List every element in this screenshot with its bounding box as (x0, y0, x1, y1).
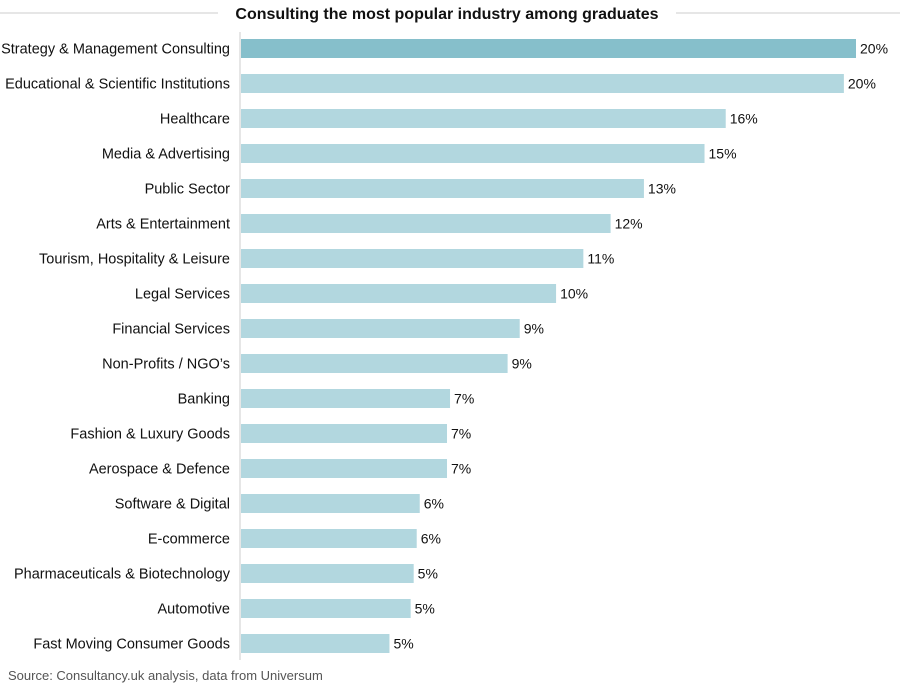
value-label: 20% (848, 76, 876, 92)
bar (241, 74, 844, 93)
value-label: 7% (454, 391, 474, 407)
bar (241, 179, 644, 198)
category-label: Aerospace & Defence (89, 462, 230, 478)
category-label: Public Sector (145, 182, 231, 198)
bar (241, 424, 448, 443)
category-label: Media & Advertising (102, 147, 230, 163)
value-label: 16% (730, 111, 758, 127)
value-label: 5% (418, 566, 438, 582)
category-label: Fashion & Luxury Goods (70, 427, 230, 443)
value-label: 12% (615, 216, 643, 232)
bar (241, 494, 420, 513)
source-note: Source: Consultancy.uk analysis, data fr… (8, 668, 323, 683)
bar (241, 109, 726, 128)
category-label: Software & Digital (115, 497, 230, 513)
category-label: E-commerce (148, 532, 230, 548)
bar (241, 634, 390, 653)
category-label: Fast Moving Consumer Goods (33, 637, 230, 653)
chart-title: Consulting the most popular industry amo… (235, 6, 658, 23)
bar (241, 144, 705, 163)
category-label: Pharmaceuticals & Biotechnology (14, 567, 231, 583)
category-label: Educational & Scientific Institutions (5, 77, 230, 93)
category-label: Banking (178, 392, 230, 408)
category-label: Automotive (157, 602, 230, 618)
value-label: 10% (560, 286, 588, 302)
value-label: 5% (393, 636, 413, 652)
bars-group: Strategy & Management Consulting 20% Educa… (1, 39, 888, 653)
category-label: Arts & Entertainment (96, 217, 230, 233)
bar (241, 39, 856, 58)
category-label: Legal Services (135, 287, 230, 303)
value-label: 20% (860, 41, 888, 57)
category-label: Non-Profits / NGO’s (102, 357, 230, 373)
value-label: 9% (524, 321, 544, 337)
bar (241, 564, 414, 583)
bar (241, 599, 411, 618)
value-label: 6% (424, 496, 444, 512)
value-label: 11% (587, 251, 614, 267)
bar (241, 389, 451, 408)
category-label: Financial Services (112, 322, 230, 338)
category-label: Healthcare (160, 112, 230, 128)
value-label: 9% (512, 356, 532, 372)
value-label: 7% (451, 461, 471, 477)
value-label: 6% (421, 531, 441, 547)
bar (241, 529, 417, 548)
bar (241, 214, 611, 233)
category-label: Tourism, Hospitality & Leisure (39, 252, 230, 268)
category-label: Strategy & Management Consulting (1, 42, 230, 58)
bar (241, 459, 448, 478)
bar (241, 354, 508, 373)
bar (241, 284, 557, 303)
bar (241, 319, 520, 338)
value-label: 13% (648, 181, 676, 197)
value-label: 5% (415, 601, 435, 617)
bar (241, 249, 584, 268)
value-label: 15% (709, 146, 737, 162)
value-label: 7% (451, 426, 471, 442)
